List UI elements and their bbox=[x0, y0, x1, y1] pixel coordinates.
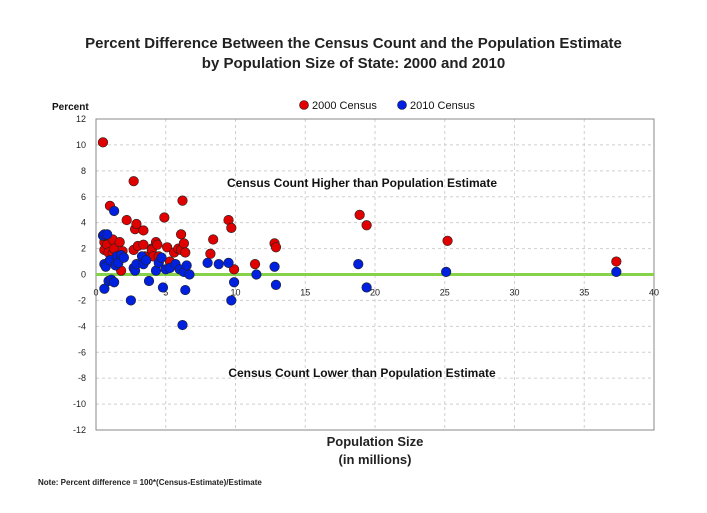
y-tick-label: -6 bbox=[78, 347, 86, 357]
data-point-2010 bbox=[102, 229, 113, 240]
axis-ticks: -12 -10 -8 -6 -4 -2 0 2 4 6 8 10 12 0 5 10 15 20 25 30 35 40 bbox=[73, 114, 659, 435]
y-tick-label: -10 bbox=[73, 399, 86, 409]
y-tick-label: 4 bbox=[81, 218, 86, 228]
x-tick-label: 0 bbox=[93, 288, 98, 298]
legend-label-2000: 2000 Census bbox=[312, 100, 377, 112]
data-point-2010 bbox=[611, 266, 622, 278]
x-tick-label: 35 bbox=[579, 288, 589, 298]
data-point-2010 bbox=[361, 282, 372, 293]
x-axis-label-line-2: (in millions) bbox=[338, 452, 412, 467]
chart-title: Percent Difference Between the Census Co… bbox=[0, 34, 707, 74]
y-tick-label: 0 bbox=[81, 270, 86, 280]
data-point-2010 bbox=[118, 252, 129, 263]
annotation-upper: Census Count Higher than Population Esti… bbox=[227, 176, 497, 190]
data-point-2000 bbox=[442, 235, 453, 246]
chart-title-line-1: Percent Difference Between the Census Co… bbox=[85, 35, 622, 52]
annotation-lower: Census Count Lower than Population Estim… bbox=[228, 366, 496, 380]
data-point-2000 bbox=[361, 220, 372, 231]
footnote: Note: Percent difference = 100*(Census-E… bbox=[38, 478, 262, 487]
y-tick-label: -4 bbox=[78, 321, 86, 331]
data-point-2010 bbox=[125, 295, 136, 306]
data-point-2010 bbox=[141, 255, 152, 266]
data-point-2010 bbox=[353, 259, 364, 270]
data-point-2000 bbox=[611, 256, 622, 267]
data-point-2000 bbox=[226, 222, 237, 233]
data-point-2010 bbox=[109, 277, 120, 288]
data-point-2010 bbox=[181, 260, 192, 271]
data-point-2010 bbox=[213, 259, 224, 270]
data-point-2010 bbox=[177, 319, 188, 331]
x-tick-label: 25 bbox=[440, 288, 450, 298]
data-point-2010 bbox=[184, 269, 195, 280]
data-point-2010 bbox=[269, 261, 280, 272]
data-points bbox=[97, 137, 622, 331]
data-point-2000 bbox=[249, 259, 261, 270]
data-point-2010 bbox=[441, 266, 452, 278]
data-point-2000 bbox=[270, 242, 282, 253]
data-point-2000 bbox=[128, 176, 139, 187]
data-point-2000 bbox=[205, 248, 216, 259]
y-tick-label: -12 bbox=[73, 425, 86, 435]
data-point-2010 bbox=[270, 279, 282, 290]
legend: 2000 Census 2010 Census bbox=[299, 100, 475, 112]
legend-swatch-2010 bbox=[397, 100, 407, 110]
x-tick-label: 10 bbox=[230, 288, 240, 298]
chart-title-line-2: by Population Size of State: 2000 and 20… bbox=[201, 55, 506, 72]
data-point-2000 bbox=[131, 218, 142, 230]
data-point-2010 bbox=[157, 282, 169, 293]
y-tick-label: 6 bbox=[81, 192, 86, 202]
x-tick-label: 30 bbox=[509, 288, 519, 298]
data-point-2010 bbox=[156, 252, 167, 263]
data-point-2010 bbox=[202, 257, 213, 268]
y-tick-label: 10 bbox=[76, 140, 86, 150]
data-point-2010 bbox=[99, 283, 110, 294]
y-axis-label: Percent bbox=[52, 102, 89, 113]
data-point-2010 bbox=[251, 269, 262, 280]
data-point-2000 bbox=[152, 239, 163, 250]
y-tick-label: 8 bbox=[81, 166, 86, 176]
data-point-2000 bbox=[162, 242, 173, 253]
x-tick-label: 15 bbox=[300, 288, 310, 298]
data-point-2010 bbox=[109, 205, 120, 217]
data-point-2000 bbox=[229, 264, 240, 275]
data-point-2000 bbox=[178, 238, 189, 249]
x-tick-label: 20 bbox=[370, 288, 380, 298]
data-point-2010 bbox=[226, 295, 237, 306]
data-point-2000 bbox=[138, 225, 149, 236]
x-axis-label: Population Size (in millions) bbox=[300, 433, 450, 469]
y-tick-label: -8 bbox=[78, 373, 86, 383]
data-point-2010 bbox=[229, 277, 240, 288]
legend-swatch-2000 bbox=[299, 100, 309, 110]
y-tick-label: 12 bbox=[76, 114, 86, 124]
data-point-2000 bbox=[138, 239, 149, 250]
data-point-2000 bbox=[354, 209, 365, 220]
data-point-2000 bbox=[208, 234, 219, 245]
y-tick-label: 2 bbox=[81, 244, 86, 254]
data-point-2000 bbox=[114, 237, 125, 248]
x-tick-label: 40 bbox=[649, 288, 659, 298]
data-point-2000 bbox=[175, 229, 187, 240]
data-point-2010 bbox=[143, 275, 155, 287]
data-point-2000 bbox=[159, 212, 170, 223]
data-point-2000 bbox=[121, 214, 132, 226]
data-point-2010 bbox=[223, 257, 234, 268]
x-tick-label: 5 bbox=[163, 288, 168, 298]
data-point-2010 bbox=[180, 284, 191, 296]
data-point-2000 bbox=[180, 247, 191, 258]
y-tick-label: -2 bbox=[78, 295, 86, 305]
data-point-2000 bbox=[97, 137, 109, 148]
legend-label-2010: 2010 Census bbox=[410, 100, 475, 112]
x-axis-label-line-1: Population Size bbox=[326, 434, 424, 449]
data-point-2000 bbox=[177, 195, 188, 206]
